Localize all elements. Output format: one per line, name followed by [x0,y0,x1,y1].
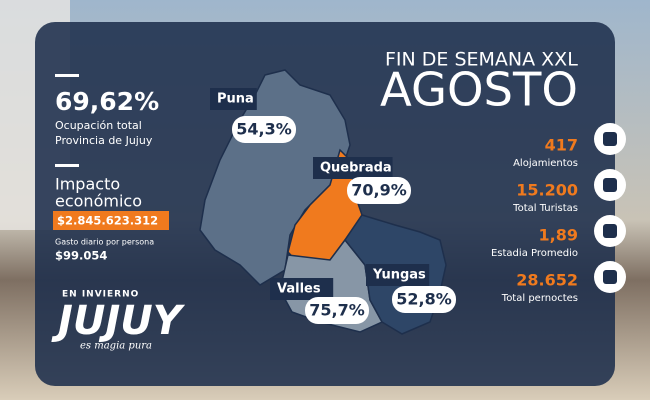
region-value: 70,9% [351,181,407,200]
region-tag [313,157,393,179]
stat-icon-glyph [603,270,617,284]
impact-amount: $2.845.623.312 [57,214,158,228]
brand-top: EN INVIERNO [62,290,139,300]
occupancy-label: Ocupación total [55,119,142,132]
region-tag [366,264,430,286]
stats: 417 Alojamientos 15.200 Total Turistas 1,89 E… [491,123,626,304]
header-line1: FIN DE SEMANA XXL [385,49,578,71]
daily-value: $99.054 [55,249,107,263]
stat-value: 1,89 [539,226,578,245]
stat-value: 15.200 [516,181,578,200]
region-labels: Puna 54,3% Quebrada 70,9% Valles 75,7% Yungas 5… [210,88,456,324]
region-name: Valles [277,282,321,297]
divider [55,74,79,77]
impact-title: Impacto [55,175,120,194]
occupancy-value: 69,62% [55,87,159,116]
region-pill [392,286,456,313]
region-pill [347,177,411,204]
header-line2: AGOSTO [380,63,578,117]
stat-value: 28.652 [516,271,578,290]
region-value: 75,7% [309,301,365,320]
region-name: Yungas [372,268,426,283]
region-tag [210,88,257,110]
daily-label: Gasto diario por persona [55,238,154,247]
stat-label: Alojamientos [513,158,578,169]
stat-label: Estadia Promedio [491,248,578,259]
region-pill [305,297,369,324]
stat-value: 417 [545,136,578,155]
region-value: 54,3% [236,120,292,139]
region-tag [270,278,334,300]
stat-icon-glyph [603,178,617,192]
divider [55,164,79,167]
region-name: Quebrada [320,161,392,176]
occupancy-label: Provincia de Jujuy [55,134,153,147]
region-pill [232,116,296,143]
stat-label: Total Turistas [512,203,578,214]
amount-box [53,211,169,230]
region-name: Puna [217,92,254,107]
region-value: 52,8% [396,290,452,309]
stat-icon-glyph [603,132,617,146]
stat-icon-glyph [603,224,617,238]
brand-name: JUJUY [51,298,186,344]
impact-title: económico [55,192,142,211]
brand-tagline: es magia pura [80,341,152,352]
stat-label: Total pernoctes [501,293,578,304]
